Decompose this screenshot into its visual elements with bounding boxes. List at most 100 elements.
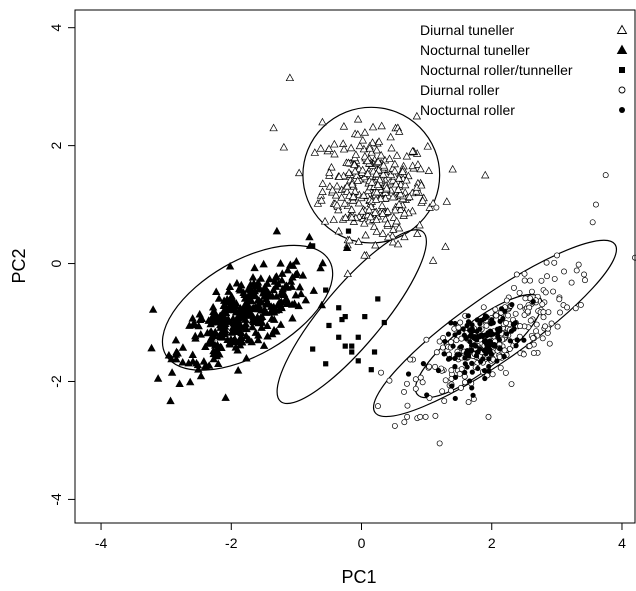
data-point: [539, 301, 546, 308]
data-point: [288, 313, 297, 322]
data-point: [386, 170, 396, 178]
data-point: [503, 331, 510, 337]
data-point: [268, 329, 277, 338]
plot-frame: [74, 9, 636, 524]
data-point: [175, 379, 184, 388]
data-point: [317, 300, 327, 309]
data-point: [199, 357, 209, 365]
data-point: [369, 222, 379, 230]
data-point: [358, 207, 367, 215]
data-point: [544, 273, 550, 280]
data-point: [221, 325, 230, 334]
data-point: [492, 306, 499, 313]
data-point: [502, 369, 509, 376]
data-point: [360, 251, 369, 259]
data-point: [393, 239, 403, 248]
data-point: [225, 261, 235, 270]
data-point: [383, 219, 392, 227]
data-point: [424, 166, 434, 174]
data-point: [572, 305, 579, 312]
data-point: [365, 143, 374, 152]
data-point: [341, 213, 350, 221]
data-point: [320, 216, 330, 225]
data-point: [309, 286, 318, 294]
data-point: [360, 128, 370, 136]
data-point: [577, 301, 584, 308]
data-point: [275, 299, 285, 307]
data-point: [442, 377, 449, 384]
data-point: [462, 355, 468, 361]
data-point: [405, 192, 414, 201]
data-point: [254, 318, 263, 327]
data-point: [383, 232, 393, 241]
data-point: [494, 330, 501, 337]
data-point: [349, 343, 355, 349]
data-point: [372, 187, 382, 196]
data-point: [386, 377, 393, 384]
data-point: [436, 338, 443, 345]
data-point: [433, 204, 440, 211]
data-point: [423, 142, 432, 150]
data-point: [310, 243, 316, 249]
data-point: [276, 259, 285, 267]
data-point: [545, 309, 552, 316]
data-point: [503, 320, 509, 326]
data-point: [254, 300, 263, 309]
data-point: [295, 282, 305, 291]
data-point: [285, 73, 295, 82]
data-point: [453, 337, 460, 344]
legend: Diurnal tuneller Nocturnal tuneller Noctur…: [420, 22, 628, 118]
data-point: [481, 368, 488, 374]
data-point: [209, 349, 218, 358]
data-point: [301, 295, 310, 304]
data-point: [287, 282, 297, 290]
data-point: [512, 310, 519, 317]
data-point: [512, 320, 518, 326]
data-point: [394, 200, 404, 208]
data-point: [461, 332, 467, 338]
data-point: [359, 191, 368, 199]
data-point: [487, 338, 493, 344]
data-point: [372, 227, 381, 235]
y-tick-label: 2: [48, 142, 64, 150]
data-point: [371, 240, 380, 249]
data-point: [441, 398, 448, 404]
data-point: [358, 135, 367, 144]
data-point: [485, 330, 491, 336]
data-point: [514, 337, 520, 343]
data-point: [196, 330, 205, 338]
data-point: [441, 351, 447, 357]
series-filled-square: [310, 228, 387, 373]
data-point: [277, 275, 287, 284]
data-point: [449, 383, 455, 389]
data-point: [404, 413, 411, 420]
data-point: [464, 348, 470, 354]
data-point: [432, 363, 438, 370]
data-point: [337, 193, 346, 201]
data-point: [230, 334, 239, 343]
data-point: [404, 402, 411, 409]
data-point: [195, 315, 205, 324]
data-point: [527, 317, 534, 324]
data-point: [501, 347, 508, 354]
data-point: [233, 366, 243, 374]
data-point: [209, 315, 219, 324]
data-point: [496, 337, 503, 343]
data-point: [488, 321, 494, 327]
data-point: [554, 323, 561, 330]
data-point: [261, 294, 271, 303]
y-axis-title: PC2: [9, 248, 29, 283]
data-point: [477, 321, 483, 327]
data-point: [223, 315, 233, 323]
data-point: [485, 413, 492, 420]
data-point: [407, 356, 414, 363]
data-point: [527, 277, 533, 284]
data-point: [439, 388, 446, 395]
data-point: [516, 289, 523, 296]
data-point: [278, 269, 287, 277]
data-point: [391, 422, 398, 429]
data-point: [266, 308, 275, 316]
data-point: [517, 303, 524, 310]
data-point: [408, 147, 417, 155]
data-point: [343, 269, 352, 277]
